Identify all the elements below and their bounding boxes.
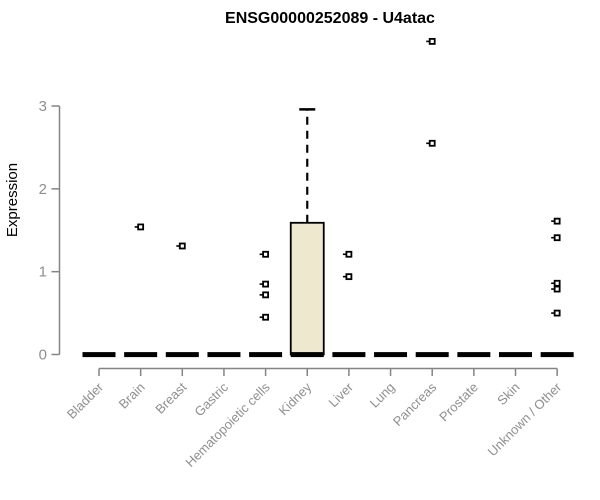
x-tick-label-skin: Skin xyxy=(494,380,522,408)
x-tick-label-breast: Breast xyxy=(152,379,189,416)
x-tick-label-pancreas: Pancreas xyxy=(390,379,440,429)
outlier-point xyxy=(553,217,561,225)
outlier-point xyxy=(553,285,561,293)
median-bar-skin xyxy=(499,352,532,358)
x-tick-label-liver: Liver xyxy=(325,379,356,410)
x-tick-label-lung: Lung xyxy=(367,380,398,411)
outlier-point xyxy=(345,273,353,281)
median-bar-bladder xyxy=(82,352,116,358)
outlier-point xyxy=(553,234,561,242)
outlier-point xyxy=(262,313,270,321)
outlier-point xyxy=(345,250,353,258)
median-bar-kidney xyxy=(290,352,324,358)
y-tick-label: 1 xyxy=(39,264,47,281)
outlier-point xyxy=(553,309,561,317)
median-bar-gastric xyxy=(207,352,241,358)
outlier-point xyxy=(262,280,270,288)
x-tick-label-prostate: Prostate xyxy=(436,380,481,425)
y-tick-label: 2 xyxy=(39,181,47,198)
outlier-point xyxy=(262,250,270,258)
median-bar-prostate xyxy=(457,352,491,358)
outlier-point xyxy=(262,291,270,299)
median-bar-brain xyxy=(124,352,158,358)
y-axis-title: Expression xyxy=(4,163,21,237)
y-tick-label: 3 xyxy=(39,98,47,115)
chart-title: ENSG00000252089 - U4atac xyxy=(225,10,435,27)
median-bar-unknown-other xyxy=(540,352,574,358)
outlier-point xyxy=(178,242,186,250)
outlier-point xyxy=(428,38,436,45)
outlier-point xyxy=(137,223,145,231)
x-tick-label-bladder: Bladder xyxy=(64,379,107,422)
x-tick-label-kidney: Kidney xyxy=(276,379,315,418)
y-tick-label: 0 xyxy=(39,347,47,364)
box-kidney xyxy=(289,221,325,356)
median-bar-lung xyxy=(374,352,408,358)
median-bar-pancreas xyxy=(415,352,449,358)
median-bar-liver xyxy=(332,352,366,358)
x-tick-label-brain: Brain xyxy=(116,380,148,412)
outlier-point xyxy=(428,139,436,147)
x-tick-label-unknown-other: Unknown / Other xyxy=(485,379,565,459)
median-bar-hematopoietic-cells xyxy=(249,352,283,358)
median-bar-breast xyxy=(165,352,199,358)
outlier-point xyxy=(553,279,561,287)
x-tick-label-gastric: Gastric xyxy=(191,379,231,419)
